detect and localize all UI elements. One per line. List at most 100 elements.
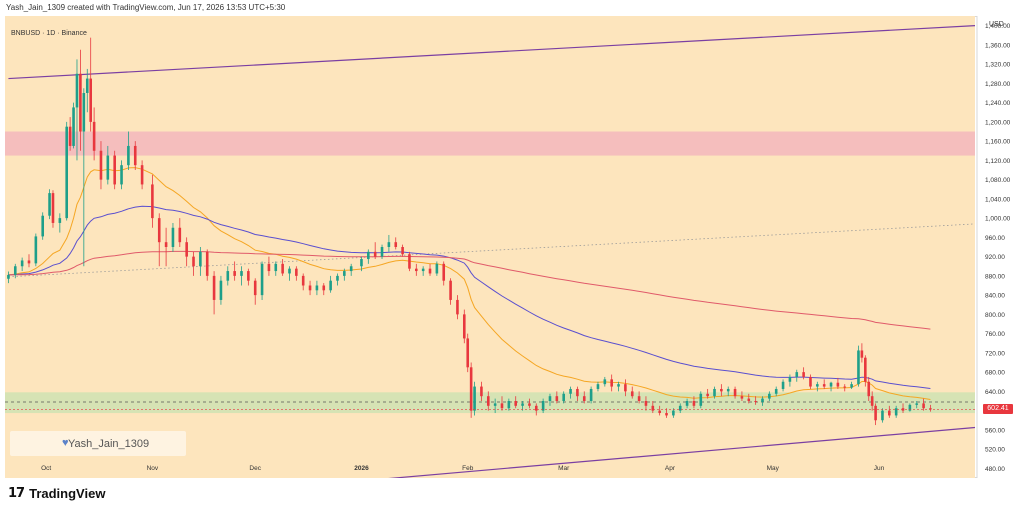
candle-body [343, 271, 346, 276]
candle [79, 49, 82, 151]
candle-body [435, 263, 439, 274]
y-tick-label: 1,040.00 [985, 196, 1011, 203]
y-tick-label: 720.00 [985, 350, 1005, 357]
symbol-title[interactable]: BNBUSD · 1D · Binance [11, 30, 87, 37]
candle-body [58, 218, 62, 223]
price-axis-background [977, 16, 1014, 478]
candle [480, 381, 483, 401]
candle-body [247, 271, 250, 281]
candle [68, 117, 72, 151]
candle-body [387, 242, 391, 247]
candle-body [288, 268, 291, 274]
candle-body [401, 247, 404, 255]
candle-body [610, 379, 613, 387]
x-tick-label: May [767, 465, 780, 472]
candle [781, 379, 785, 392]
author-watermark: ♥ Yash_Jain_1309 [10, 431, 186, 456]
candle [151, 174, 154, 228]
candle-body [843, 386, 847, 388]
candle-body [473, 386, 476, 411]
candle [521, 401, 524, 411]
candle-body [706, 393, 709, 397]
candle-body [480, 386, 483, 397]
candle [58, 213, 62, 233]
candle-body [34, 236, 38, 264]
candle-body [781, 381, 785, 389]
candle [205, 249, 209, 281]
y-tick-label: 1,400.00 [985, 23, 1011, 30]
y-tick-label: 1,080.00 [985, 177, 1011, 184]
currency-label[interactable]: USD [989, 21, 1004, 28]
candle [788, 374, 792, 387]
candle [89, 37, 92, 132]
candle [881, 408, 884, 423]
candle [415, 263, 418, 276]
candle-body [466, 338, 470, 368]
candle-body [260, 263, 264, 296]
candle [65, 121, 68, 221]
tradingview-brand[interactable]: 17 TradingView [8, 486, 105, 501]
price-chart[interactable]: 1,400.00 1,360.00 1,320.00 1,280.00 1,240.00… [5, 16, 1014, 478]
candle [630, 386, 634, 399]
candle [740, 391, 744, 401]
candle [929, 404, 932, 412]
candle-body [51, 193, 55, 223]
candle-body [740, 396, 744, 399]
candle-body [514, 401, 518, 406]
candle-body [795, 372, 799, 377]
candle [113, 150, 116, 190]
candle [761, 396, 764, 406]
x-tick-label: Nov [147, 465, 159, 472]
y-tick-label: 1,360.00 [985, 42, 1011, 49]
candle [857, 345, 860, 387]
candle-body [486, 396, 490, 406]
candle-body [185, 242, 188, 257]
y-tick-label: 1,160.00 [985, 139, 1011, 146]
candle [822, 379, 826, 389]
candle [315, 280, 319, 296]
candle [754, 396, 757, 405]
candle-body [157, 218, 161, 243]
candle [295, 266, 298, 281]
candle [713, 386, 716, 399]
candle-body [867, 381, 871, 397]
candle [541, 398, 545, 414]
candle-body [860, 350, 864, 358]
candle-body [233, 271, 236, 276]
candle-body [901, 408, 905, 411]
x-tick-label: Mar [558, 465, 570, 472]
candle [92, 107, 96, 161]
candle-body [761, 398, 764, 402]
y-tick-label: 880.00 [985, 273, 1005, 280]
candle [555, 391, 559, 404]
candle [733, 386, 737, 399]
candle-body [534, 405, 538, 411]
candle-body [576, 388, 579, 397]
candle [260, 261, 264, 300]
x-tick-label: Jun [874, 465, 885, 472]
y-tick-label: 1,320.00 [985, 62, 1011, 69]
candle [373, 242, 377, 260]
candle-body [658, 410, 661, 414]
candle-body [713, 388, 716, 397]
candle [82, 88, 86, 267]
candle [726, 386, 730, 397]
candle [75, 59, 79, 161]
y-tick-label: 1,240.00 [985, 100, 1011, 107]
candle [435, 261, 439, 276]
candle-body [894, 408, 898, 416]
candle [747, 393, 751, 404]
candle [795, 369, 799, 382]
candle-body [274, 263, 278, 272]
candle [582, 391, 586, 404]
candle [867, 376, 871, 401]
candle [301, 273, 305, 291]
candle [349, 263, 353, 276]
candle-body [881, 410, 884, 421]
candle [816, 381, 819, 392]
candle [226, 266, 230, 286]
candle-body [699, 393, 703, 406]
candle [528, 398, 531, 409]
candle [888, 405, 891, 418]
candle-body [394, 242, 398, 247]
